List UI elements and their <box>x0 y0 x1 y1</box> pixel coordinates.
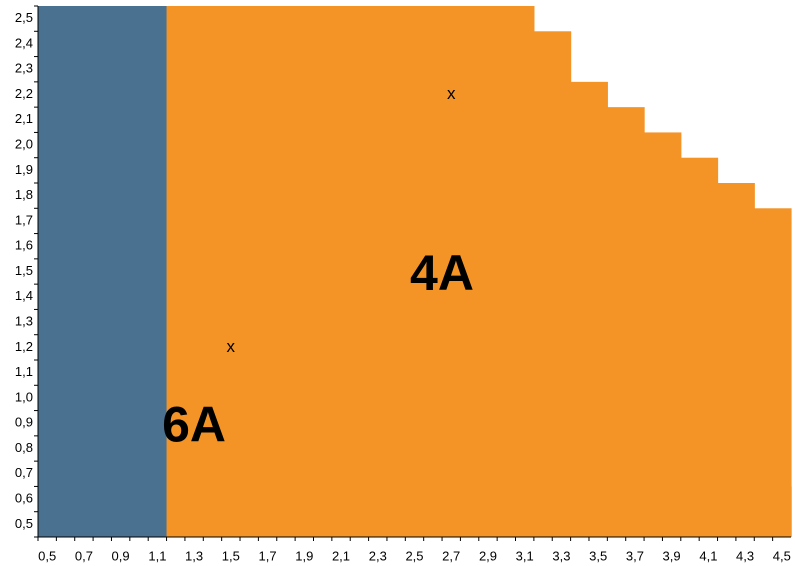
x-tick-label: 2,5 <box>405 548 423 563</box>
point-marker: x <box>227 337 236 356</box>
y-tick-label: 1,9 <box>15 162 33 177</box>
x-tick-label: 1,9 <box>295 548 313 563</box>
x-tick-label: 0,9 <box>112 548 130 563</box>
y-tick-label: 2,4 <box>15 35 33 50</box>
y-tick-label: 1,0 <box>15 389 33 404</box>
x-tick-label: 2,1 <box>332 548 350 563</box>
x-tick-label: 3,5 <box>589 548 607 563</box>
x-tick-label: 4,5 <box>773 548 791 563</box>
region-label-layer: 6A 4A <box>162 245 474 453</box>
region-4a-column-block <box>717 183 755 537</box>
y-tick-label: 1,5 <box>15 263 33 278</box>
y-tick-label: 1,4 <box>15 288 33 303</box>
y-tick-label: 2,3 <box>15 61 33 76</box>
region-4a-column-block <box>680 157 719 537</box>
y-tick-label: 2,1 <box>15 111 33 126</box>
y-tick-label: 1,1 <box>15 364 33 379</box>
y-tick-label: 1,3 <box>15 314 33 329</box>
y-tick-label: 0,7 <box>15 465 33 480</box>
x-axis-ticks: 0,5 0,7 0,9 1,1 1,3 1,5 1,7 1,9 2,1 2,3 2,5 2,7 2,9 3… <box>37 537 791 563</box>
marker-layer: xx <box>227 84 456 356</box>
x-tick-label: 1,1 <box>148 548 166 563</box>
y-tick-label: 2,2 <box>15 86 33 101</box>
x-tick-label: 3,9 <box>663 548 681 563</box>
region-label-4a: 4A <box>410 245 474 301</box>
x-tick-label: 2,9 <box>479 548 497 563</box>
y-tick-label: 0,9 <box>15 415 33 430</box>
x-tick-label: 1,7 <box>259 548 277 563</box>
x-tick-label: 2,7 <box>442 548 460 563</box>
region-6a-column-block <box>38 6 168 537</box>
x-tick-label: 0,5 <box>38 548 56 563</box>
y-tick-label: 1,8 <box>15 187 33 202</box>
y-tick-label: 2,0 <box>15 137 33 152</box>
region-layer <box>38 6 792 538</box>
y-tick-label: 1,2 <box>15 339 33 354</box>
x-tick-label: 1,3 <box>185 548 203 563</box>
region-4a-column-block <box>166 6 535 537</box>
point-marker: x <box>447 84 456 103</box>
y-tick-label: 1,7 <box>15 212 33 227</box>
y-tick-label: 1,6 <box>15 238 33 253</box>
x-tick-label: 1,5 <box>222 548 240 563</box>
x-tick-label: 3,7 <box>626 548 644 563</box>
region-4a-column-block <box>644 132 682 537</box>
y-axis-ticks: 0,5 0,6 0,7 0,8 0,9 1,0 1,1 1,2 1,3 1,4 1,5 1,6 1,7 1… <box>15 5 38 538</box>
y-tick-label: 0,6 <box>15 491 33 506</box>
region-4a-column-block <box>533 31 572 537</box>
x-tick-label: 3,1 <box>516 548 534 563</box>
x-tick-label: 3,3 <box>552 548 570 563</box>
region-4a-column-block <box>754 208 792 538</box>
region-4a-column-block <box>570 81 608 538</box>
x-tick-label: 0,7 <box>75 548 93 563</box>
x-tick-label: 4,1 <box>699 548 717 563</box>
y-tick-label: 0,5 <box>15 516 33 531</box>
region-4a-column-block <box>607 107 645 537</box>
y-tick-label: 2,5 <box>15 10 33 25</box>
x-tick-label: 2,3 <box>369 548 387 563</box>
y-tick-label: 0,8 <box>15 440 33 455</box>
x-tick-label: 4,3 <box>736 548 754 563</box>
region-label-6a: 6A <box>162 397 226 453</box>
